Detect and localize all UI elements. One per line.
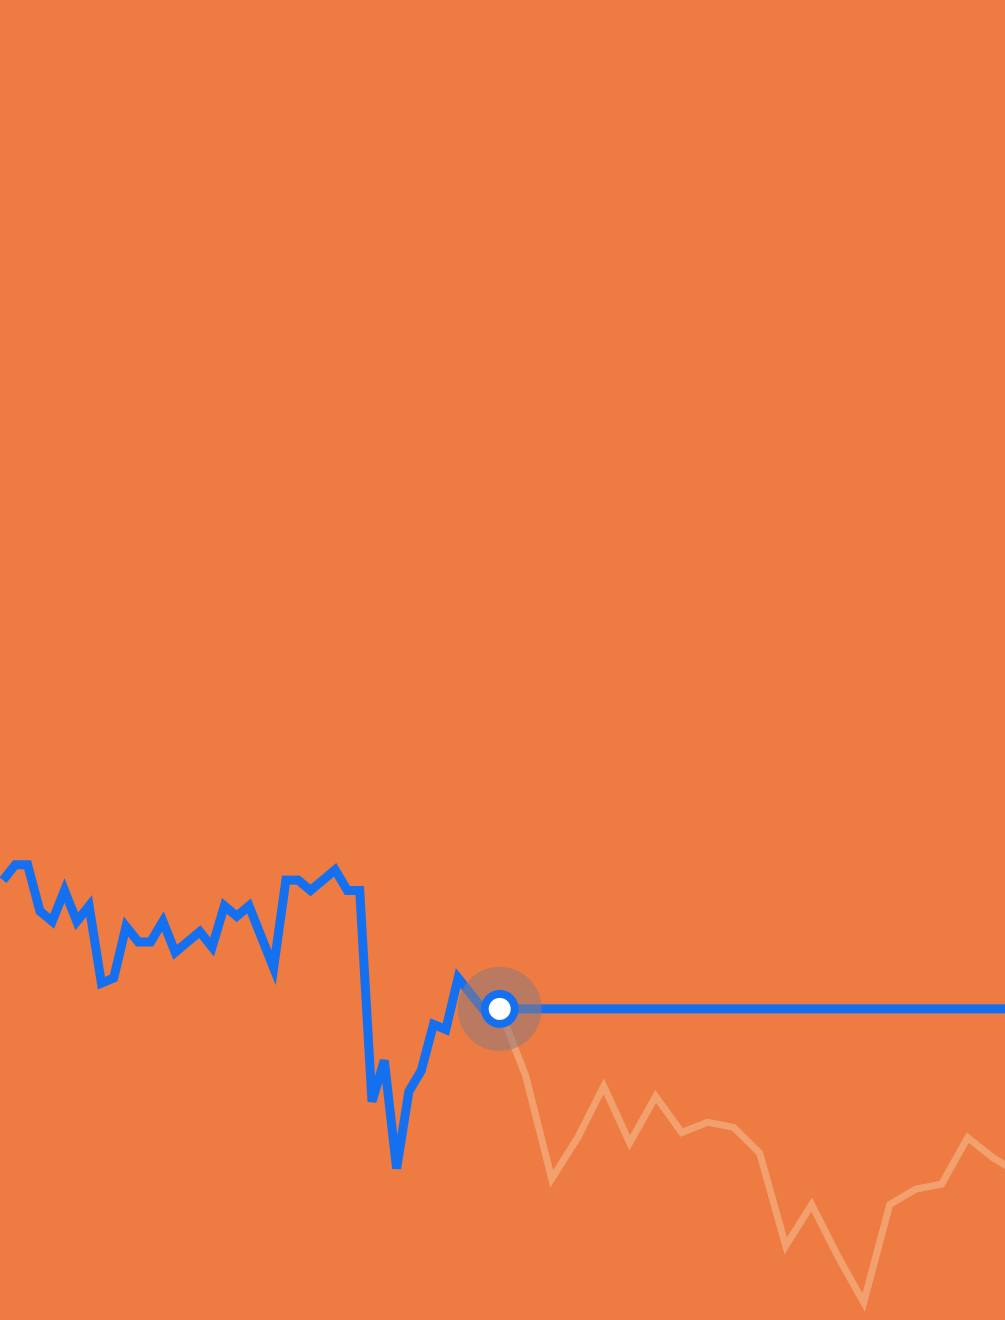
faded-series-line: [496, 1007, 1005, 1312]
faded-series-layer: [496, 1007, 1005, 1312]
main-series-line: [0, 860, 500, 1170]
main-series-layer: [0, 860, 1005, 1170]
current-marker-dot[interactable]: [488, 997, 511, 1020]
marker-layer: [457, 966, 542, 1051]
